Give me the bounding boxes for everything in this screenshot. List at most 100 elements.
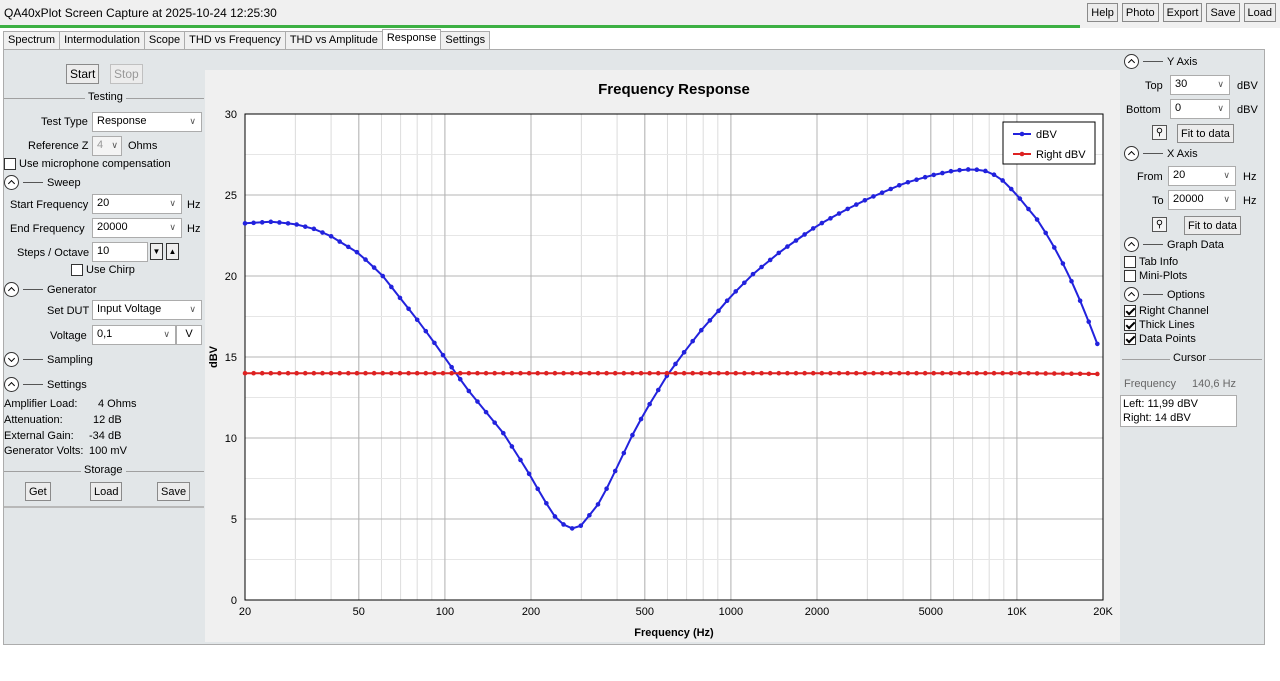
storage-get-button[interactable]: Get [25, 482, 51, 501]
data-point-right-dbv [810, 370, 816, 376]
storage-load-button[interactable]: Load [90, 482, 123, 501]
tab-intermodulation[interactable]: Intermodulation [59, 31, 145, 49]
steps-down-icon[interactable]: ▼ [150, 243, 163, 260]
x-to-input[interactable]: 20000 ∨ [1168, 190, 1236, 210]
data-point-right-dbv [475, 370, 480, 376]
x-axis-header[interactable]: X Axis [1124, 146, 1198, 161]
right-channel-checkbox[interactable] [1124, 305, 1136, 317]
collapse-icon[interactable] [1124, 146, 1139, 161]
export-button[interactable]: Export [1162, 3, 1203, 22]
x-from-input[interactable]: 20 ∨ [1168, 166, 1236, 186]
y-axis-header[interactable]: Y Axis [1124, 54, 1197, 69]
mini-plots-checkbox[interactable] [1124, 270, 1136, 282]
start-frequency-input[interactable]: 20 ∨ [92, 194, 182, 214]
x-fit-to-data-button[interactable]: Fit to data [1184, 216, 1241, 235]
amplifier-load-value: 4 Ohms [98, 398, 137, 410]
x-from-value: 20 [1173, 169, 1186, 181]
tab-info-row[interactable]: Tab Info [1124, 256, 1178, 268]
tab-scope[interactable]: Scope [143, 31, 186, 49]
test-type-select[interactable]: Response ∨ [92, 112, 202, 132]
steps-octave-input[interactable]: 10 [92, 242, 148, 262]
chevron-down-icon: ∨ [1223, 194, 1230, 204]
series-line-right-dbv [245, 372, 1098, 375]
right-channel-row[interactable]: Right Channel [1124, 305, 1209, 317]
tab-info-checkbox[interactable] [1124, 256, 1136, 268]
generator-header[interactable]: Generator [4, 282, 97, 297]
y-fit-to-data-button[interactable]: Fit to data [1177, 124, 1234, 143]
collapse-icon[interactable] [4, 175, 19, 190]
data-point-right-dbv [862, 370, 868, 376]
storage-save-button[interactable]: Save [157, 482, 191, 501]
generator-volts-value: 100 mV [89, 445, 127, 457]
sampling-header[interactable]: Sampling [4, 352, 93, 367]
test-type-value: Response [97, 115, 147, 127]
thick-lines-checkbox[interactable] [1124, 319, 1136, 331]
tab-thd-vs-amplitude[interactable]: THD vs Amplitude [284, 31, 383, 49]
collapse-icon[interactable] [4, 377, 19, 392]
data-point-dbv [259, 220, 265, 225]
set-dut-select[interactable]: Input Voltage ∨ [92, 300, 202, 320]
data-point-right-dbv [836, 370, 842, 376]
steps-up-icon[interactable]: ▲ [166, 243, 179, 260]
expand-icon[interactable] [4, 352, 19, 367]
graph-data-header[interactable]: Graph Data [1124, 237, 1224, 252]
tab-spectrum[interactable]: Spectrum [3, 31, 61, 49]
use-chirp-checkbox[interactable] [71, 264, 83, 276]
y-top-label: Top [1145, 80, 1163, 92]
pin-icon[interactable]: ⚲ [1152, 125, 1167, 140]
tab-thd-vs-frequency[interactable]: THD vs Frequency [184, 31, 286, 49]
load-button[interactable]: Load [1243, 3, 1276, 22]
tab-response[interactable]: Response [381, 29, 442, 49]
pin-icon[interactable]: ⚲ [1152, 217, 1167, 232]
thick-lines-row[interactable]: Thick Lines [1124, 319, 1195, 331]
data-point-dbv [767, 257, 773, 263]
mini-plots-row[interactable]: Mini-Plots [1124, 270, 1187, 282]
data-points-row[interactable]: Data Points [1124, 333, 1196, 345]
attenuation-value: 12 dB [93, 414, 122, 426]
data-point-right-dbv [931, 370, 937, 376]
save-button[interactable]: Save [1206, 3, 1240, 22]
mic-comp-checkbox[interactable] [4, 158, 16, 170]
data-point-right-dbv [509, 370, 515, 376]
y-bottom-input[interactable]: 0 ∨ [1170, 99, 1230, 119]
help-button[interactable]: Help [1087, 3, 1118, 22]
data-point-dbv [1034, 217, 1040, 222]
y-top-input[interactable]: 30 ∨ [1170, 75, 1230, 95]
data-point-dbv [733, 289, 739, 294]
settings-title: Settings [47, 378, 87, 391]
cursor-left-value: Left: 11,99 dBV [1123, 398, 1199, 410]
settings-header[interactable]: Settings [4, 377, 87, 392]
data-point-right-dbv [914, 370, 919, 376]
options-header[interactable]: Options [1124, 287, 1205, 302]
data-point-dbv [690, 338, 695, 344]
end-frequency-input[interactable]: 20000 ∨ [92, 218, 182, 238]
data-point-right-dbv [389, 370, 394, 376]
collapse-icon[interactable] [1124, 237, 1139, 252]
mic-comp-row[interactable]: Use microphone compensation [4, 158, 171, 170]
data-point-right-dbv [518, 370, 523, 376]
data-point-dbv [888, 186, 894, 192]
reference-z-select[interactable]: 4 ∨ [92, 136, 122, 156]
section-dash [1143, 294, 1163, 295]
use-chirp-row[interactable]: Use Chirp [71, 264, 135, 276]
section-dash [23, 384, 43, 385]
tab-settings[interactable]: Settings [440, 31, 491, 49]
voltage-unit-select[interactable]: V [176, 325, 202, 345]
plot-frame [244, 113, 1104, 601]
data-points-checkbox[interactable] [1124, 333, 1136, 345]
start-button[interactable]: Start [66, 64, 100, 84]
sweep-header[interactable]: Sweep [4, 175, 81, 190]
stop-button[interactable]: Stop [110, 64, 143, 84]
voltage-input[interactable]: 0,1 ∨ [92, 325, 176, 345]
generator-title: Generator [47, 283, 97, 296]
photo-button[interactable]: Photo [1121, 3, 1159, 22]
collapse-icon[interactable] [1124, 54, 1139, 69]
frequency-response-chart[interactable]: 20 50 100 200 500 1000 2000 5000 10K 20K 0 5 10 15 20 2… [205, 70, 1120, 642]
collapse-icon[interactable] [1124, 287, 1139, 302]
progress-bar [0, 25, 1081, 28]
data-point-dbv [363, 257, 368, 262]
collapse-icon[interactable] [4, 282, 19, 297]
data-point-right-dbv [544, 370, 549, 376]
y-tick-label: 30 [225, 109, 237, 121]
data-point-dbv [673, 361, 678, 367]
